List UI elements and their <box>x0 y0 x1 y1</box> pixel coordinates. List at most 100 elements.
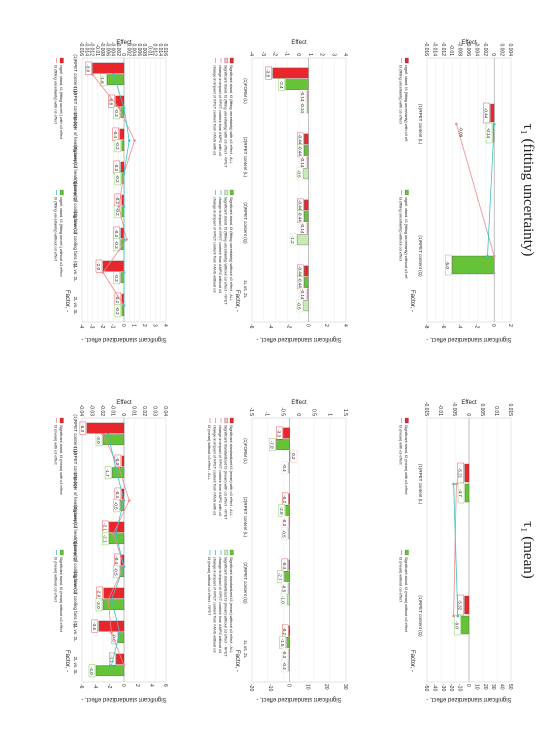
data-label-box <box>281 527 288 541</box>
column-heading-left: τ₁ (fitting uncertainty) <box>520 123 536 257</box>
y2-tick-label: -6 <box>248 324 254 329</box>
x-axis-title: Factor, - <box>64 290 70 312</box>
bar <box>121 305 125 317</box>
y2-tick-label: 6 <box>162 684 168 687</box>
data-label: -0.3 <box>114 229 119 237</box>
data-label: -2.1 <box>102 523 107 531</box>
data-label: -3.0 <box>86 64 91 72</box>
bar <box>288 462 290 474</box>
chart-panel-top-left: 0.0040.0020-0.002-0.004-0.006-0.008-0.01… <box>399 40 514 342</box>
data-label: -0.2 <box>115 295 120 303</box>
y-tick-label: 1.5 <box>342 409 348 416</box>
y2-tick-label: -10 <box>457 684 463 691</box>
y2-axis-title: Significant standardized effect, - <box>81 336 166 342</box>
legend-swatch <box>229 417 234 424</box>
data-label: -0.2 <box>115 307 120 315</box>
legend-swatch <box>59 189 64 196</box>
data-label: -4.7 <box>458 489 463 497</box>
data-label-box <box>299 221 307 235</box>
line-point <box>492 254 496 258</box>
data-label-box <box>91 619 98 633</box>
y2-tick-label: -50 <box>423 684 429 691</box>
legend-label: Significant stand. t3 (mean) with o3 eff… <box>59 425 63 496</box>
y-tick-label: -0.01 <box>94 45 100 57</box>
y2-tick-label: 30 <box>342 684 348 690</box>
data-label: -2.4 <box>279 81 284 89</box>
legend-label: Significant stand. t3 (fitting uncertain… <box>229 65 233 164</box>
y2-tick-label: 40 <box>499 684 505 690</box>
y2-tick-label: -6 <box>440 324 446 329</box>
bar <box>296 234 309 246</box>
y-tick-label: -0.01 <box>448 45 454 57</box>
y-tick-label: 0.02 <box>141 406 147 416</box>
data-label: -3.0 <box>96 601 101 609</box>
y2-axis-title: Significant standardized effect, - <box>81 696 166 702</box>
y2-tick-label: -40 <box>431 684 437 691</box>
y2-tick-label: -2 <box>286 324 292 329</box>
series-line <box>107 434 125 666</box>
y2-tick-label: 30 <box>490 684 496 690</box>
data-label-box <box>269 438 276 452</box>
legend-label: signif. stand. t3 (fitting uncertainty) … <box>404 65 408 142</box>
bar <box>288 516 290 528</box>
x-tick-label: 2L vs. 3L <box>73 296 78 315</box>
data-label-box <box>111 631 118 645</box>
bar <box>288 493 290 505</box>
y2-tick-label: -10 <box>267 684 273 691</box>
bar <box>107 74 125 86</box>
bar <box>464 595 470 615</box>
x-tick-label: (1)RPET content (L) <box>73 414 78 455</box>
line-point <box>110 664 113 667</box>
bar <box>303 168 309 180</box>
y-tick-label: 0 <box>490 53 496 56</box>
y2-axis-title: Significant standardized effect, - <box>426 696 511 702</box>
bar <box>304 265 309 277</box>
bar <box>116 653 125 665</box>
y-axis-title: Effect <box>116 40 132 46</box>
data-label: -0.2 <box>282 627 287 635</box>
data-label-box <box>102 532 109 546</box>
y2-tick-label: 0 <box>304 324 310 327</box>
y-tick-label: 0.004 <box>131 43 137 56</box>
data-label-box <box>299 101 307 115</box>
y2-tick-label: -8 <box>423 324 429 329</box>
y-tick-label: 1 <box>307 53 313 56</box>
y-tick-label: -0.002 <box>115 42 121 56</box>
y2-tick-label: -4 <box>78 324 84 329</box>
y2-tick-label: -4 <box>267 324 273 329</box>
data-label-box <box>296 299 303 313</box>
y-tick-label: -0.006 <box>104 42 110 56</box>
line-point <box>456 614 460 618</box>
bar <box>119 128 125 140</box>
y-axis-title: Effect <box>461 40 477 46</box>
legend-label: t3 (fitting uncertainty) with o3 effect <box>54 65 58 125</box>
data-label: -3.3 <box>276 429 281 437</box>
y-tick-label: 0 <box>120 53 126 56</box>
y-tick-label: -0.006 <box>465 42 471 56</box>
y-tick-label: 0.008 <box>141 43 147 56</box>
bar <box>304 145 309 156</box>
legend-swatch <box>224 189 229 196</box>
data-label-box <box>281 461 289 475</box>
bar <box>284 571 290 582</box>
bar <box>464 483 470 503</box>
y2-tick-label: 10 <box>304 684 310 690</box>
bar <box>303 300 309 312</box>
x-tick-label: (3)power of cooling fans (L) <box>73 539 78 594</box>
x-tick-label: (1)RPET content (Q) <box>73 447 78 489</box>
y-axis-title: Effect <box>291 40 307 46</box>
data-label-box <box>485 122 493 144</box>
x-tick-label: (3)power of cooling fans (Q) <box>73 572 78 628</box>
data-label: -0.44 <box>297 212 302 223</box>
data-label-box <box>282 492 289 506</box>
bar <box>304 199 309 211</box>
bar <box>121 140 125 152</box>
y-tick-label: 0.01 <box>493 406 499 416</box>
x-tick-label: (1)FORM (L) <box>243 78 248 104</box>
y2-tick-label: -4 <box>457 324 463 329</box>
data-label: -5.21 <box>458 468 463 479</box>
data-label: -0.4 <box>113 130 118 138</box>
data-label-box <box>100 73 107 87</box>
data-label: -0.3 <box>114 241 119 249</box>
